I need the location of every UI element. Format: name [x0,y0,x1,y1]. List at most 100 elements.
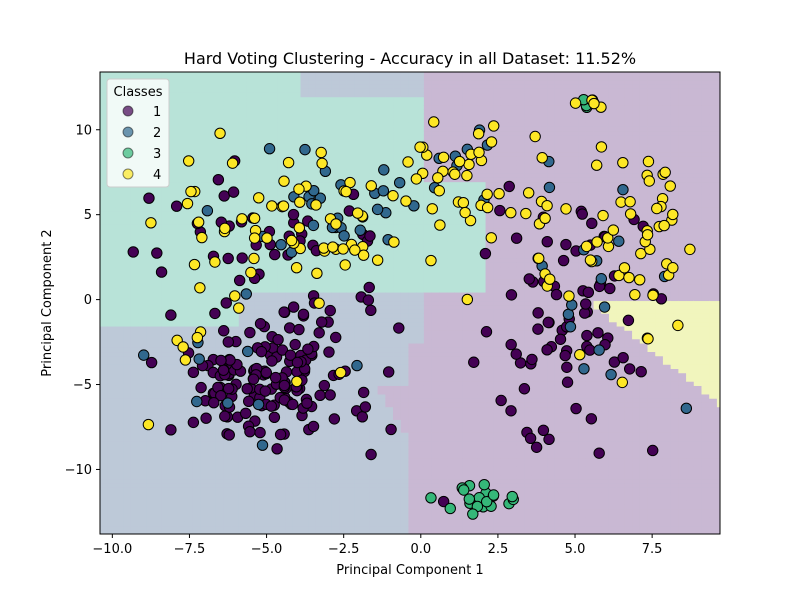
decision-region-cell [138,279,147,285]
decision-region-cell [308,72,317,76]
decision-region-cell [115,444,124,450]
decision-region-cell [184,449,194,454]
decision-region-cell [269,262,278,268]
decision-region-cell [431,355,440,361]
decision-region-cell [100,83,109,89]
decision-region-cell [184,134,194,140]
decision-region-cell [231,241,240,246]
decision-region-cell [408,359,417,365]
decision-region-cell [285,521,294,527]
decision-region-cell [408,508,417,514]
decision-region-cell [123,232,132,238]
decision-region-cell [431,270,440,276]
decision-region-cell [200,474,209,480]
decision-region-cell [423,134,433,140]
decision-region-cell [238,79,248,85]
decision-region-cell [138,483,147,488]
decision-region-cell [115,321,124,327]
decision-region-cell [138,444,147,450]
decision-region-cell [184,423,194,429]
decision-region-cell [416,342,425,348]
decision-region-cell [177,224,186,229]
decision-region-cell [400,164,410,170]
decision-region-cell [184,525,194,531]
decision-region-cell [231,423,240,429]
decision-region-cell [177,517,186,522]
decision-region-cell [200,215,209,221]
decision-region-cell [416,156,425,161]
decision-region-cell [177,368,186,374]
decision-region-cell [377,410,386,416]
decision-region-cell [238,355,248,361]
decision-region-cell [447,461,456,467]
decision-region-cell [130,466,140,471]
decision-region-cell [246,72,255,76]
decision-region-cell [231,402,240,408]
decision-region-cell [385,75,394,81]
decision-region-cell [354,385,363,391]
decision-region-cell [177,253,186,259]
decision-region-cell [447,415,456,420]
decision-region-cell [315,143,325,149]
decision-region-cell [292,491,302,497]
decision-region-cell [431,517,440,522]
decision-region-cell [323,143,332,149]
decision-region-cell [439,177,448,183]
decision-region-cell [254,495,263,501]
decision-region-cell [153,211,163,217]
decision-region-cell [254,117,263,123]
decision-region-cell [223,181,232,187]
decision-region-cell [300,139,309,144]
decision-region-cell [339,79,348,85]
decision-region-cell [377,139,386,144]
decision-region-cell [192,457,201,463]
decision-region-cell [261,474,271,480]
decision-region-cell [146,376,155,382]
decision-region-cell [416,529,425,534]
decision-region-cell [431,393,440,399]
decision-region-cell [261,381,271,386]
decision-region-cell [231,236,240,242]
decision-region-cell [138,262,147,268]
decision-region-cell [184,342,194,348]
decision-region-cell [315,521,325,527]
decision-region-cell [192,525,201,531]
decision-region-cell [153,512,163,518]
decision-region-cell [408,444,417,450]
decision-region-cell [269,270,278,276]
decision-region-cell [115,72,124,76]
decision-region-cell [223,321,232,327]
decision-region-cell [416,402,425,408]
decision-region-cell [416,304,425,310]
decision-region-cell [277,279,286,285]
decision-region-cell [331,512,340,518]
decision-region-cell [123,279,132,285]
decision-region-cell [238,508,248,514]
decision-region-cell [400,355,410,361]
decision-region-cell [400,419,410,425]
decision-region-cell [169,151,178,157]
decision-region-cell [130,517,140,522]
decision-region-cell [200,105,209,110]
decision-region-cell [130,304,140,310]
decision-region-cell [192,177,201,183]
decision-region-cell [153,317,163,323]
decision-region-cell [100,291,109,297]
decision-region-cell [215,164,224,170]
decision-region-cell [416,300,425,306]
decision-region-cell [254,96,263,102]
decision-region-cell [423,470,433,476]
decision-region-cell [207,470,217,476]
decision-region-cell [177,385,186,391]
decision-region-cell [431,427,440,433]
decision-region-cell [138,419,147,425]
decision-region-cell [385,376,394,382]
decision-region-cell [161,393,171,399]
decision-region-cell [362,457,371,463]
decision-region-cell [300,279,309,285]
decision-region-cell [339,147,348,153]
decision-region-cell [238,474,248,480]
decision-region-cell [416,483,425,488]
decision-region-cell [431,274,440,280]
decision-region-cell [231,143,240,149]
